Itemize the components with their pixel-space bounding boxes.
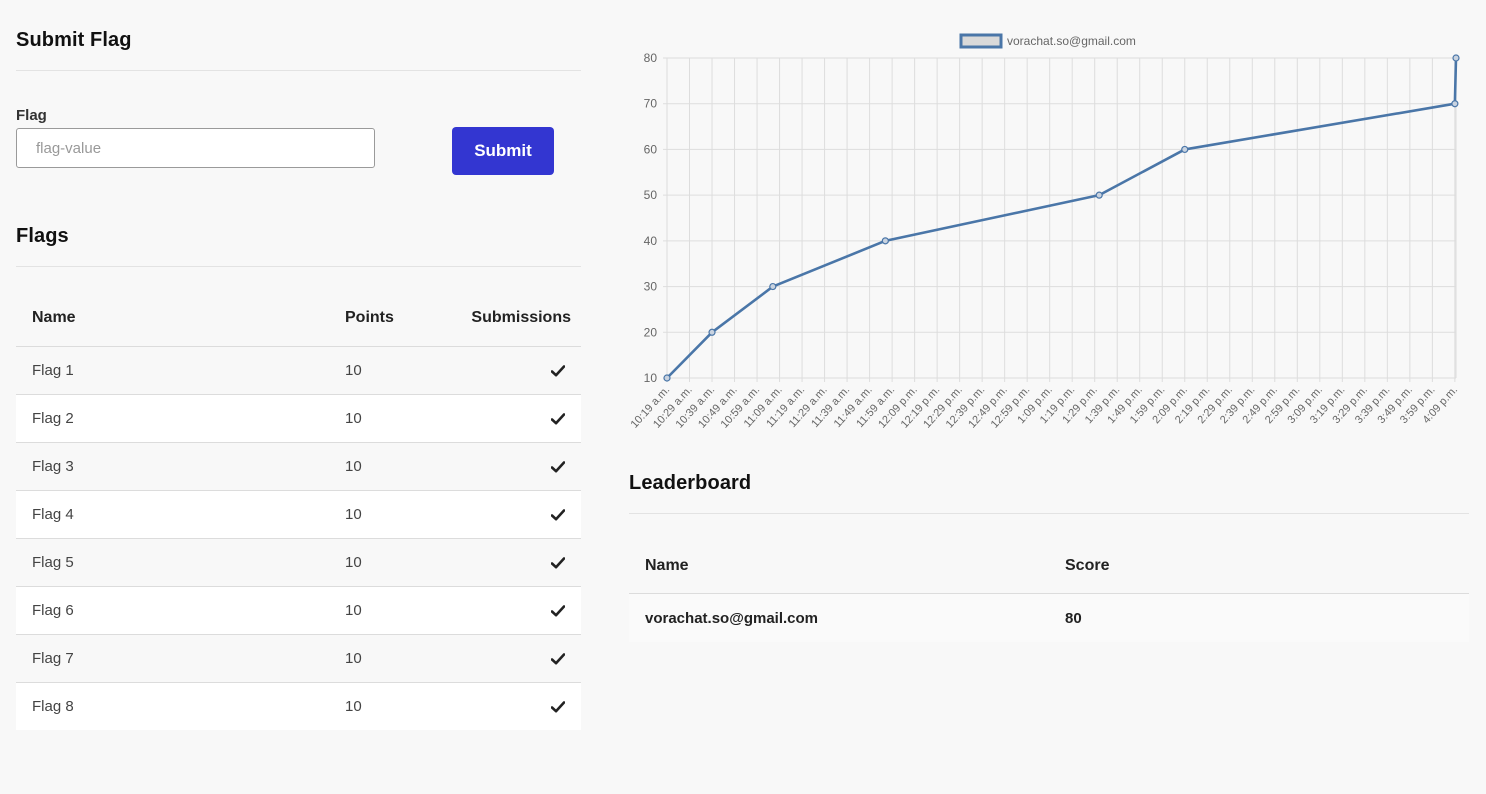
check-icon xyxy=(550,605,566,617)
check-icon xyxy=(550,557,566,569)
data-point xyxy=(663,374,671,382)
flags-body: Flag 1 10 Flag 2 10 Flag 3 10 Flag 4 10 Flag 5 10… xyxy=(16,346,581,730)
check-icon xyxy=(550,701,566,713)
check-icon xyxy=(550,365,566,377)
y-tick-label: 80 xyxy=(644,51,658,65)
lb-header-name: Name xyxy=(629,538,1049,594)
data-point xyxy=(708,328,716,336)
legend-label: vorachat.so@gmail.com xyxy=(1007,34,1136,48)
flag-name: Flag 8 xyxy=(16,682,329,730)
flag-name: Flag 1 xyxy=(16,346,329,395)
flag-points: 10 xyxy=(329,538,455,587)
leaderboard-header-row: Name Score xyxy=(629,538,1469,594)
leaderboard-row: vorachat.so@gmail.com 80 xyxy=(629,593,1469,642)
submit-divider xyxy=(16,70,581,71)
flag-submission xyxy=(455,538,581,587)
submit-button[interactable]: Submit xyxy=(452,127,554,175)
legend-swatch xyxy=(959,33,1003,49)
table-row: Flag 1 10 xyxy=(16,346,581,395)
flag-points: 10 xyxy=(329,634,455,683)
submit-flag-title: Submit Flag xyxy=(16,29,132,51)
flag-submission xyxy=(455,442,581,491)
flag-points: 10 xyxy=(329,490,455,539)
flag-submission xyxy=(455,682,581,730)
leaderboard-title: Leaderboard xyxy=(629,472,752,494)
flag-submission xyxy=(455,346,581,395)
flag-label: Flag xyxy=(16,107,47,124)
y-tick-label: 60 xyxy=(644,142,658,156)
leaderboard-name: vorachat.so@gmail.com xyxy=(629,593,1049,642)
table-row: Flag 5 10 xyxy=(16,538,581,587)
flag-submission xyxy=(455,586,581,635)
score-chart: vorachat.so@gmail.com102030405060708010:… xyxy=(629,33,1460,431)
flag-name: Flag 6 xyxy=(16,586,329,635)
y-tick-label: 30 xyxy=(644,280,658,294)
flag-points: 10 xyxy=(329,394,455,443)
flag-points: 10 xyxy=(329,346,455,395)
flag-points: 10 xyxy=(329,682,455,730)
table-row: Flag 2 10 xyxy=(16,394,581,443)
flag-name: Flag 3 xyxy=(16,442,329,491)
series-line xyxy=(666,57,1458,379)
leaderboard-score: 80 xyxy=(1049,593,1469,642)
flag-points: 10 xyxy=(329,442,455,491)
flag-points: 10 xyxy=(329,586,455,635)
data-point xyxy=(769,282,777,291)
flag-submission xyxy=(455,394,581,443)
table-row: Flag 3 10 xyxy=(16,442,581,491)
y-tick-label: 10 xyxy=(644,371,658,385)
check-icon xyxy=(550,461,566,473)
y-tick-label: 40 xyxy=(644,234,658,248)
flags-header-row: Name Points Submissions xyxy=(16,290,581,347)
flag-name: Flag 2 xyxy=(16,394,329,443)
y-tick-label: 50 xyxy=(644,188,658,202)
check-icon xyxy=(550,413,566,425)
y-tick-label: 20 xyxy=(644,325,658,339)
leaderboard-body: vorachat.so@gmail.com 80 xyxy=(629,593,1469,642)
table-row: Flag 6 10 xyxy=(16,586,581,635)
data-point xyxy=(1095,191,1103,199)
check-icon xyxy=(550,653,566,665)
data-point xyxy=(1181,145,1189,154)
check-icon xyxy=(550,509,566,521)
header-name: Name xyxy=(16,290,329,347)
table-row: Flag 4 10 xyxy=(16,490,581,539)
flag-name: Flag 5 xyxy=(16,538,329,587)
flags-table: Name Points Submissions Flag 1 10 Flag 2 10… xyxy=(16,290,581,730)
flag-submission xyxy=(455,490,581,539)
leaderboard-divider xyxy=(629,513,1469,514)
data-point xyxy=(1451,100,1459,108)
data-point xyxy=(881,237,889,245)
flags-divider xyxy=(16,266,581,267)
table-row: Flag 7 10 xyxy=(16,634,581,683)
flag-name: Flag 4 xyxy=(16,490,329,539)
flag-submission xyxy=(455,634,581,683)
leaderboard-table: Name Score vorachat.so@gmail.com 80 xyxy=(629,538,1469,642)
data-point xyxy=(1452,54,1460,62)
header-points: Points xyxy=(329,290,455,347)
y-tick-label: 70 xyxy=(644,97,658,111)
flags-title: Flags xyxy=(16,225,69,247)
header-submissions: Submissions xyxy=(455,290,581,347)
flag-input[interactable] xyxy=(16,128,375,168)
flag-name: Flag 7 xyxy=(16,634,329,683)
table-row: Flag 8 10 xyxy=(16,682,581,730)
lb-header-score: Score xyxy=(1049,538,1469,594)
